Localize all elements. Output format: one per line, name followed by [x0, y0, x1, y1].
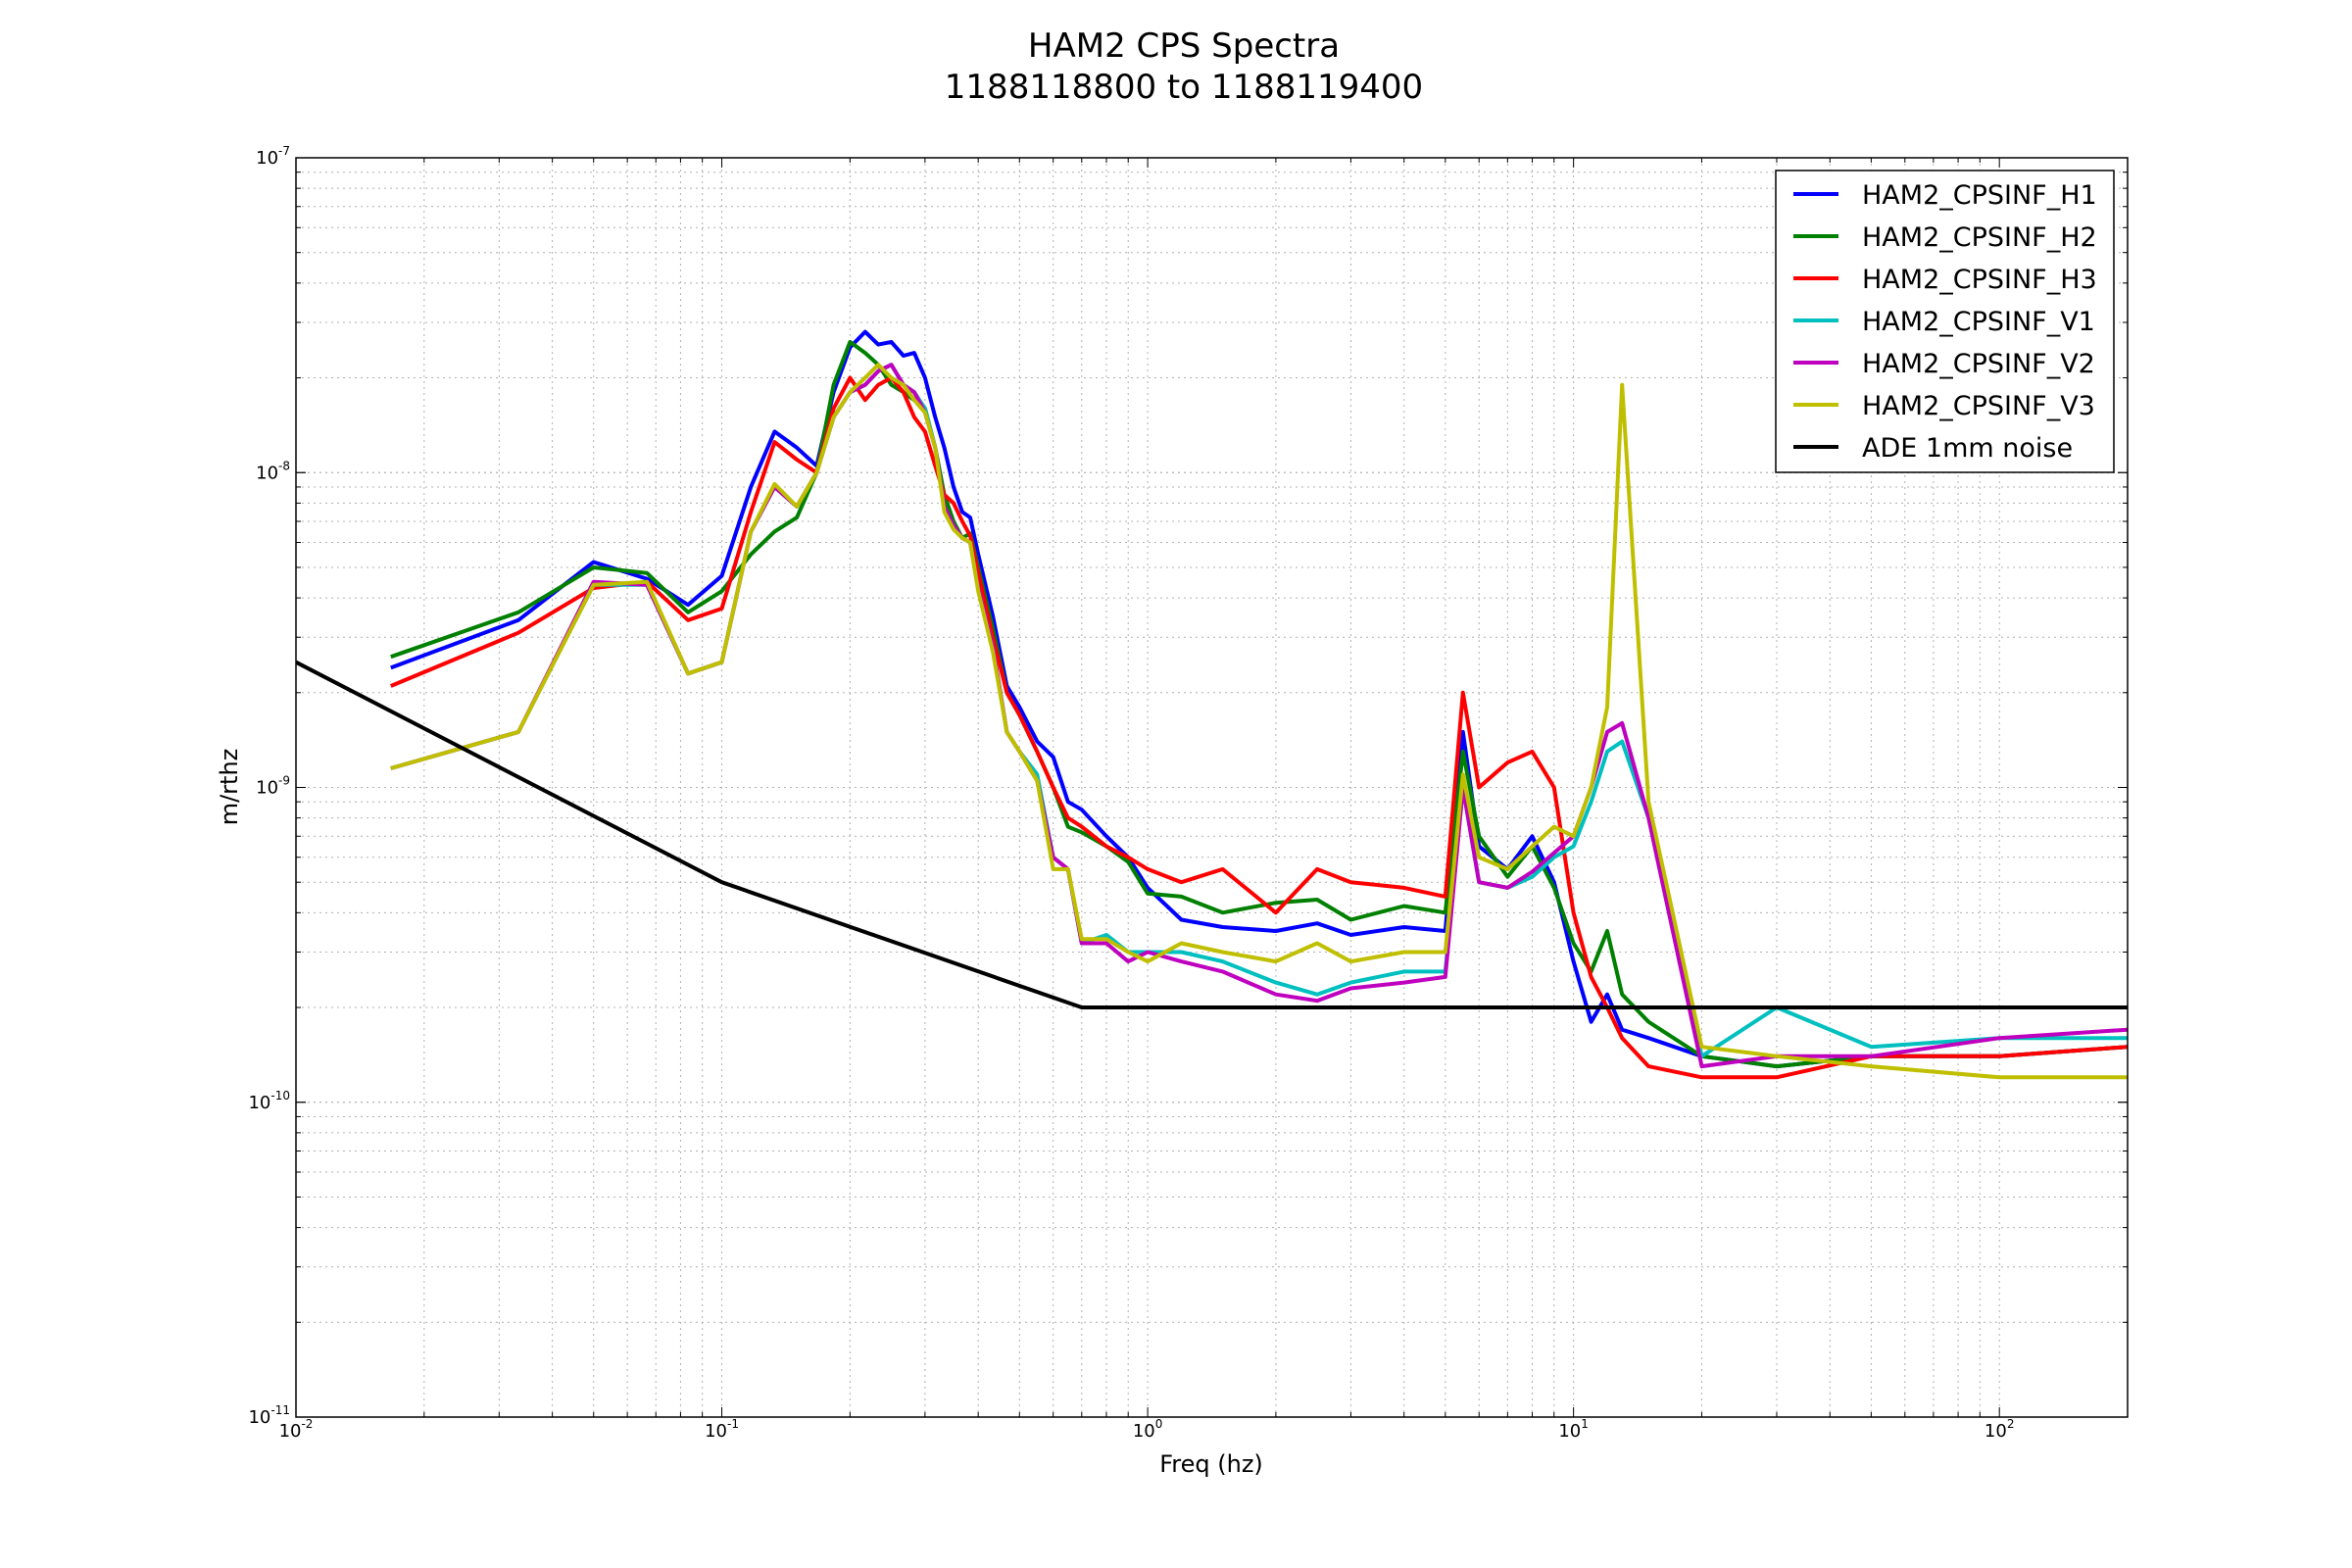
- plot-frame: [295, 157, 2129, 1418]
- legend-label-5: HAM2_CPSINF_V3: [1862, 391, 2095, 421]
- legend: HAM2_CPSINF_H1 HAM2_CPSINF_H2 HAM2_CPSINF_…: [1775, 170, 2115, 473]
- y-tick-label-exp: -7: [278, 144, 290, 158]
- x-tick-label-exp: -1: [727, 1417, 739, 1431]
- x-tick-label: 10-1: [705, 1417, 739, 1442]
- y-tick-label: 10-8: [256, 459, 290, 483]
- y-tick-label: 10-9: [256, 774, 290, 799]
- y-tick-label-base: 10: [256, 778, 278, 799]
- x-tick-label-exp: -2: [301, 1417, 313, 1431]
- legend-label-1: HAM2_CPSINF_H2: [1862, 222, 2097, 253]
- series-line-6: [296, 660, 2128, 1009]
- x-tick-label: 10-2: [279, 1417, 314, 1442]
- chart-subtitle: 1188118800 to 1188119400: [945, 68, 1423, 107]
- y-tick-label-exp: -8: [278, 459, 290, 472]
- series-lines: [296, 329, 2128, 1080]
- x-axis-label: Freq (hz): [1159, 1450, 1263, 1478]
- y-tick-label-base: 10: [256, 463, 278, 483]
- x-tick-label-base: 10: [1558, 1421, 1581, 1442]
- legend-label-0: HAM2_CPSINF_H1: [1862, 180, 2097, 211]
- grid: [295, 157, 2129, 1418]
- x-tick-labels: 10-2 10-1 100 101 102: [279, 1417, 2015, 1442]
- y-tick-label-exp: -9: [278, 774, 290, 788]
- y-tick-label-exp: -11: [270, 1403, 290, 1417]
- legend-label-4: HAM2_CPSINF_V2: [1862, 349, 2095, 379]
- y-tick-label-exp: -10: [270, 1089, 290, 1102]
- series-line-5: [390, 363, 2128, 1080]
- y-tick-label-base: 10: [248, 1407, 270, 1428]
- x-tick-label-base: 10: [1984, 1421, 2007, 1442]
- x-tick-label-base: 10: [1133, 1421, 1155, 1442]
- x-tick-label-exp: 0: [1155, 1417, 1163, 1431]
- legend-label-6: ADE 1mm noise: [1862, 433, 2073, 464]
- y-tick-label: 10-10: [248, 1089, 290, 1113]
- x-tick-label-base: 10: [705, 1421, 727, 1442]
- chart-title: HAM2 CPS Spectra: [1028, 26, 1340, 66]
- x-tick-label: 102: [1984, 1417, 2015, 1442]
- legend-label-2: HAM2_CPSINF_H3: [1862, 265, 2097, 295]
- x-tick-label: 100: [1133, 1417, 1163, 1442]
- y-tick-label: 10-7: [256, 144, 290, 169]
- legend-label-3: HAM2_CPSINF_V1: [1862, 307, 2095, 337]
- y-tick-label-base: 10: [248, 1093, 270, 1113]
- x-tick-label-base: 10: [279, 1421, 302, 1442]
- x-tick-label-exp: 1: [1581, 1417, 1589, 1431]
- x-tick-label: 101: [1558, 1417, 1589, 1442]
- x-tick-label-exp: 2: [2007, 1417, 2015, 1431]
- y-tick-label-base: 10: [256, 148, 278, 169]
- y-axis-label: m/rthz: [216, 749, 243, 826]
- y-tick-label: 10-11: [248, 1403, 290, 1428]
